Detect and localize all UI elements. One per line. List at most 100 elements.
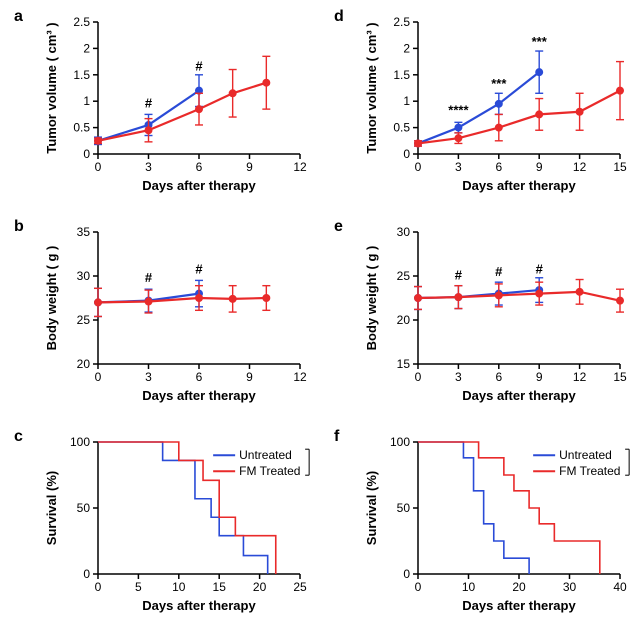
panel-a: 03691200.511.522.5Days after therapyTumo… <box>40 8 310 198</box>
svg-text:15: 15 <box>213 580 227 594</box>
svg-text:30: 30 <box>77 269 91 283</box>
svg-text:Days after therapy: Days after therapy <box>462 178 576 193</box>
svg-text:0: 0 <box>95 580 102 594</box>
svg-text:2: 2 <box>83 41 90 55</box>
svg-text:3: 3 <box>455 370 462 384</box>
figure: { "colors": { "blue": "#2a4bd7", "red": … <box>0 0 638 628</box>
svg-text:100: 100 <box>390 435 410 449</box>
svg-text:2.5: 2.5 <box>393 15 410 29</box>
svg-text:20: 20 <box>253 580 267 594</box>
chart-svg: 03691200.511.522.5Days after therapyTumo… <box>40 8 310 198</box>
svg-text:Survival (%): Survival (%) <box>364 471 379 545</box>
svg-text:FM Treated: FM Treated <box>559 464 620 478</box>
svg-text:Days after therapy: Days after therapy <box>462 598 576 613</box>
svg-text:30: 30 <box>563 580 577 594</box>
svg-text:1: 1 <box>403 94 410 108</box>
chart-svg: 0 3 6 9 12 15 15 20 25 30 Days after therapy Body w… <box>360 218 630 408</box>
panel-label-c: c <box>14 428 23 446</box>
svg-text:#: # <box>195 59 203 74</box>
svg-text:0: 0 <box>415 580 422 594</box>
svg-text:10: 10 <box>172 580 186 594</box>
svg-text:#: # <box>455 268 463 283</box>
svg-text:3: 3 <box>145 370 152 384</box>
svg-text:****: **** <box>448 102 469 117</box>
svg-text:1.5: 1.5 <box>73 68 90 82</box>
panel-label-e: e <box>334 218 343 236</box>
svg-text:6: 6 <box>196 160 203 174</box>
panel-label-b: b <box>14 218 24 236</box>
svg-text:Untreated: Untreated <box>239 448 292 462</box>
panel-e: 0 3 6 9 12 15 15 20 25 30 Days after therapy Body w… <box>360 218 630 408</box>
svg-text:6: 6 <box>196 370 203 384</box>
chart-svg: 0 5 10 15 20 25 0 50 100 Days after therapy Surviv… <box>40 428 310 618</box>
svg-text:0.5: 0.5 <box>73 121 90 135</box>
svg-text:9: 9 <box>536 160 543 174</box>
svg-text:0: 0 <box>83 567 90 581</box>
svg-text:20: 20 <box>397 313 411 327</box>
svg-text:Body weight ( g ): Body weight ( g ) <box>364 246 379 351</box>
svg-text:Days after therapy: Days after therapy <box>462 388 576 403</box>
svg-text:50: 50 <box>397 501 411 515</box>
svg-text:#: # <box>145 270 153 285</box>
svg-text:Body weight ( g ): Body weight ( g ) <box>44 246 59 351</box>
svg-text:Tumor volume ( cm³ ): Tumor volume ( cm³ ) <box>44 22 59 153</box>
svg-text:20: 20 <box>77 357 91 371</box>
svg-text:15: 15 <box>613 160 627 174</box>
svg-text:9: 9 <box>536 370 543 384</box>
svg-text:2: 2 <box>403 41 410 55</box>
svg-text:Days after therapy: Days after therapy <box>142 178 256 193</box>
svg-text:#: # <box>195 261 203 276</box>
svg-text:25: 25 <box>397 269 411 283</box>
svg-text:30: 30 <box>397 225 411 239</box>
svg-text:25: 25 <box>293 580 307 594</box>
svg-text:15: 15 <box>397 357 411 371</box>
svg-text:12: 12 <box>293 370 307 384</box>
svg-text:0: 0 <box>83 147 90 161</box>
svg-text:100: 100 <box>70 435 90 449</box>
svg-text:6: 6 <box>495 370 502 384</box>
panel-b: 0 3 6 9 12 20 25 30 35 Days after therapy Body wei… <box>40 218 310 408</box>
svg-text:12: 12 <box>573 370 587 384</box>
svg-text:0: 0 <box>415 370 422 384</box>
svg-text:3: 3 <box>145 160 152 174</box>
svg-text:35: 35 <box>77 225 91 239</box>
svg-text:FM Treated: FM Treated <box>239 464 300 478</box>
panel-label-a: a <box>14 8 23 26</box>
svg-text:Survival (%): Survival (%) <box>44 471 59 545</box>
svg-text:3: 3 <box>455 160 462 174</box>
svg-text:Untreated: Untreated <box>559 448 612 462</box>
svg-text:Days after therapy: Days after therapy <box>142 388 256 403</box>
panel-label-d: d <box>334 8 344 26</box>
svg-text:#: # <box>145 96 153 111</box>
svg-text:0.5: 0.5 <box>393 121 410 135</box>
svg-text:2.5: 2.5 <box>73 15 90 29</box>
svg-text:10: 10 <box>462 580 476 594</box>
panel-d: 0 3 6 9 12 15 0 0.5 1 1.5 2 2.5 Days after therapy Tu… <box>360 8 630 198</box>
svg-text:25: 25 <box>77 313 91 327</box>
svg-text:#: # <box>536 261 544 276</box>
svg-text:15: 15 <box>613 370 627 384</box>
svg-text:0: 0 <box>415 160 422 174</box>
svg-text:20: 20 <box>512 580 526 594</box>
chart-svg: 0 10 20 30 40 0 50 100 Days after therapy Surviva… <box>360 428 630 618</box>
svg-text:5: 5 <box>135 580 142 594</box>
svg-text:Days after therapy: Days after therapy <box>142 598 256 613</box>
svg-text:0: 0 <box>403 567 410 581</box>
panel-label-f: f <box>334 428 339 446</box>
svg-text:9: 9 <box>246 370 253 384</box>
panel-c: 0 5 10 15 20 25 0 50 100 Days after therapy Surviv… <box>40 428 310 618</box>
svg-text:Tumor volume ( cm³ ): Tumor volume ( cm³ ) <box>364 22 379 153</box>
svg-text:0: 0 <box>403 147 410 161</box>
panel-f: 0 10 20 30 40 0 50 100 Days after therapy Surviva… <box>360 428 630 618</box>
svg-text:6: 6 <box>495 160 502 174</box>
svg-text:12: 12 <box>293 160 307 174</box>
svg-text:9: 9 <box>246 160 253 174</box>
svg-text:#: # <box>495 264 503 279</box>
svg-text:12: 12 <box>573 160 587 174</box>
svg-text:0: 0 <box>95 370 102 384</box>
svg-text:0: 0 <box>95 160 102 174</box>
chart-svg: 0 3 6 9 12 15 0 0.5 1 1.5 2 2.5 Days after therapy Tu… <box>360 8 630 198</box>
svg-text:50: 50 <box>77 501 91 515</box>
svg-text:40: 40 <box>613 580 627 594</box>
svg-text:1.5: 1.5 <box>393 68 410 82</box>
